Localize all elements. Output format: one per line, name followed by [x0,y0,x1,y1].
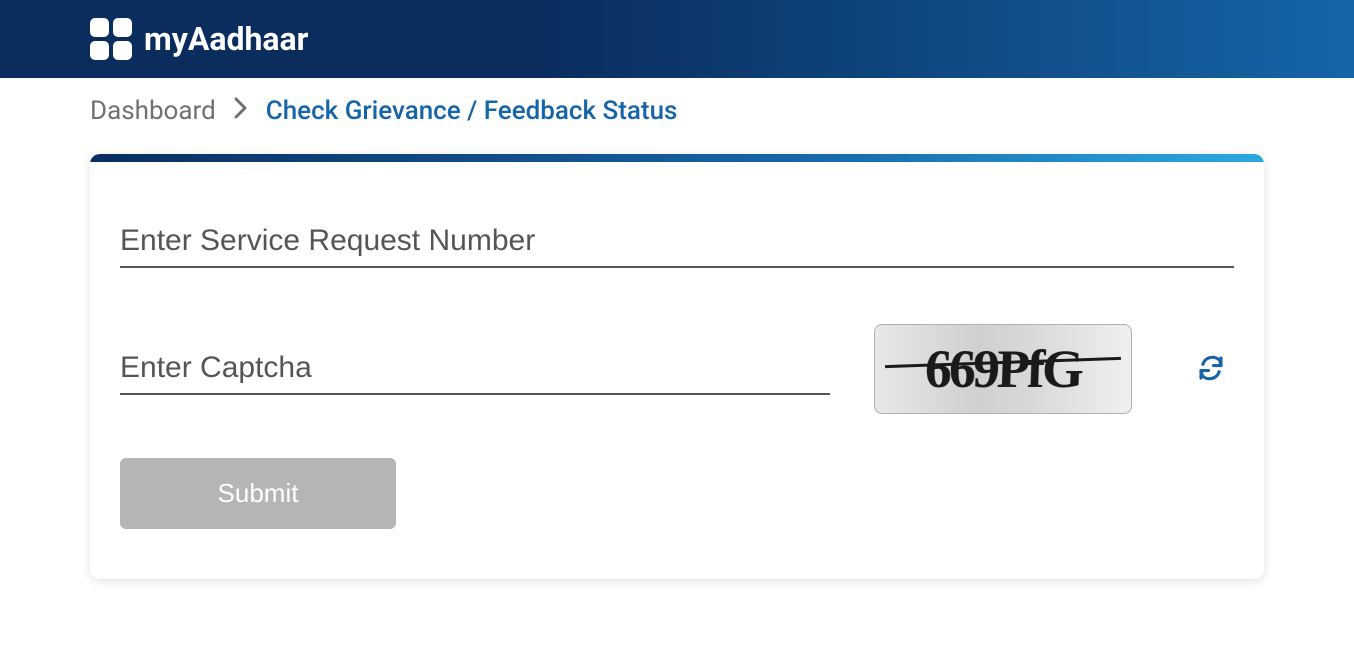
srn-input[interactable] [120,216,1234,268]
card-accent-bar [90,154,1264,162]
captcha-input[interactable] [120,343,830,395]
captcha-text: 669PfG [924,338,1082,400]
captcha-image: 669PfG [874,324,1132,414]
captcha-field-group [120,343,830,395]
grid-icon [90,18,132,60]
captcha-row: 669PfG [120,324,1234,414]
srn-field-group [120,216,1234,268]
chevron-right-icon [234,97,248,125]
submit-button[interactable]: Submit [120,458,396,529]
refresh-icon [1196,371,1226,386]
breadcrumb-root[interactable]: Dashboard [90,96,216,126]
header-bar: myAadhaar [0,0,1354,78]
brand-logo-group[interactable]: myAadhaar [90,18,308,60]
content-wrapper: 669PfG Submit [0,154,1354,579]
brand-text: myAadhaar [144,20,308,58]
breadcrumb-current: Check Grievance / Feedback Status [266,96,678,126]
breadcrumb: Dashboard Check Grievance / Feedback Sta… [0,78,1354,154]
refresh-captcha-button[interactable] [1188,345,1234,394]
form-card: 669PfG Submit [90,154,1264,579]
